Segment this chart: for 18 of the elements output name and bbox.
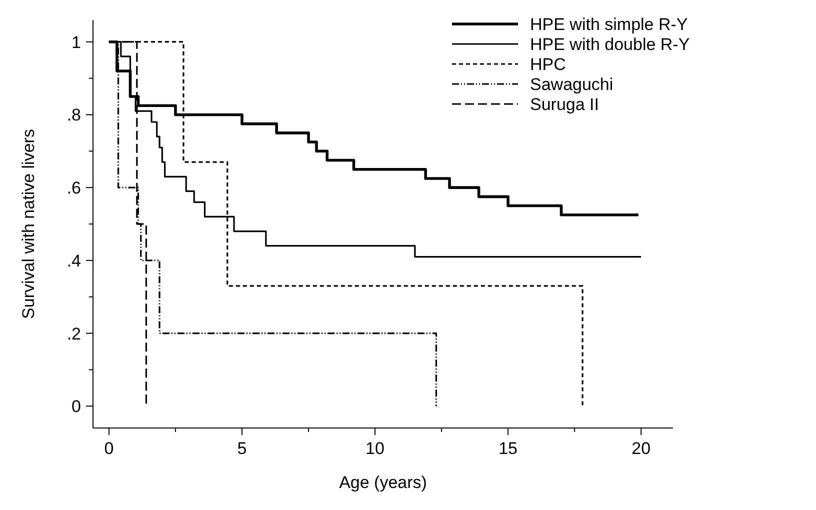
x-tick-label: 10 xyxy=(366,439,384,458)
y-tick-label: 1 xyxy=(72,32,81,52)
y-tick-label: .2 xyxy=(66,324,81,344)
y-axis-title: Survival with native livers xyxy=(19,129,38,319)
y-tick-label: 0 xyxy=(72,397,81,416)
y-tick-label: .4 xyxy=(66,251,81,270)
legend-label: Sawaguchi xyxy=(530,75,614,94)
legend-label: Suruga II xyxy=(530,95,599,114)
y-tick-label: .6 xyxy=(66,178,81,198)
legend-label: HPE with double R-Y xyxy=(530,35,690,54)
x-axis-title: Age (years) xyxy=(339,473,427,492)
legend-label: HPE with simple R-Y xyxy=(530,15,688,34)
x-tick-label: 5 xyxy=(237,439,247,458)
x-tick-label: 20 xyxy=(632,439,651,458)
y-tick-label: .8 xyxy=(66,106,81,125)
legend-label: HPC xyxy=(530,55,566,74)
x-tick-label: 0 xyxy=(104,439,114,458)
x-tick-label: 15 xyxy=(498,439,518,458)
